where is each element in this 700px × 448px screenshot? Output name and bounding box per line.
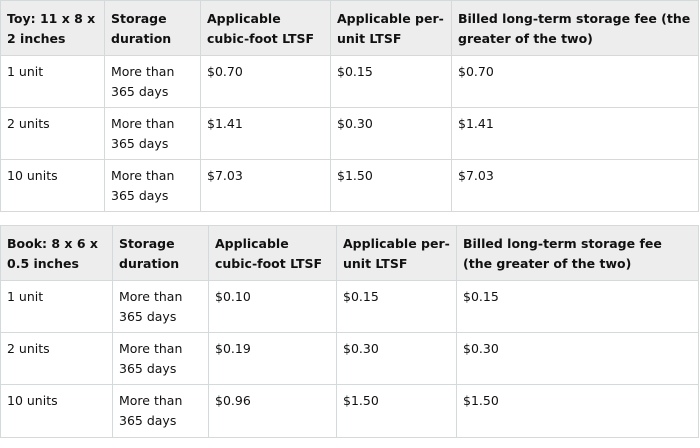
cell-per-unit-ltsf: $0.30	[330, 107, 452, 160]
column-header-cubic-foot-ltsf: Applicable cubic-foot LTSF	[208, 225, 337, 281]
cell-quantity: 10 units	[0, 159, 105, 212]
cell-per-unit-ltsf: $0.30	[336, 332, 457, 385]
book-fee-table: Book: 8 x 6 x 0.5 inches Storage duratio…	[0, 225, 699, 438]
cell-cubic-foot-ltsf: $0.96	[208, 384, 337, 438]
column-header-duration: Storage duration	[104, 0, 201, 56]
column-header-duration: Storage duration	[112, 225, 209, 281]
table-row: 2 units More than 365 days $1.41 $0.30 $…	[0, 107, 699, 160]
cell-quantity: 2 units	[0, 332, 113, 385]
cell-duration: More than 365 days	[104, 55, 201, 108]
toy-fee-table: Toy: 11 x 8 x 2 inches Storage duration …	[0, 0, 699, 212]
table-row: 10 units More than 365 days $7.03 $1.50 …	[0, 159, 699, 212]
cell-duration: More than 365 days	[104, 159, 201, 212]
cell-per-unit-ltsf: $1.50	[336, 384, 457, 438]
cell-billed-fee: $1.41	[451, 107, 699, 160]
cell-billed-fee: $0.70	[451, 55, 699, 108]
cell-quantity: 1 unit	[0, 55, 105, 108]
table-row: 10 units More than 365 days $0.96 $1.50 …	[0, 384, 699, 438]
table-header-row: Toy: 11 x 8 x 2 inches Storage duration …	[0, 0, 699, 56]
column-header-cubic-foot-ltsf: Applicable cubic-foot LTSF	[200, 0, 331, 56]
column-header-billed-fee: Billed long-term storage fee (the greate…	[451, 0, 699, 56]
column-header-per-unit-ltsf: Applicable per-unit LTSF	[330, 0, 452, 56]
cell-cubic-foot-ltsf: $1.41	[200, 107, 331, 160]
column-header-per-unit-ltsf: Applicable per-unit LTSF	[336, 225, 457, 281]
cell-cubic-foot-ltsf: $0.19	[208, 332, 337, 385]
table-header-row: Book: 8 x 6 x 0.5 inches Storage duratio…	[0, 225, 699, 281]
cell-quantity: 2 units	[0, 107, 105, 160]
table-row: 2 units More than 365 days $0.19 $0.30 $…	[0, 332, 699, 385]
cell-quantity: 1 unit	[0, 280, 113, 333]
cell-quantity: 10 units	[0, 384, 113, 438]
column-header-item: Book: 8 x 6 x 0.5 inches	[0, 225, 113, 281]
cell-cubic-foot-ltsf: $7.03	[200, 159, 331, 212]
cell-billed-fee: $0.15	[456, 280, 699, 333]
cell-billed-fee: $0.30	[456, 332, 699, 385]
cell-duration: More than 365 days	[112, 384, 209, 438]
cell-billed-fee: $7.03	[451, 159, 699, 212]
cell-per-unit-ltsf: $1.50	[330, 159, 452, 212]
table-row: 1 unit More than 365 days $0.10 $0.15 $0…	[0, 280, 699, 333]
cell-billed-fee: $1.50	[456, 384, 699, 438]
cell-duration: More than 365 days	[104, 107, 201, 160]
column-header-billed-fee: Billed long-term storage fee (the greate…	[456, 225, 699, 281]
table-row: 1 unit More than 365 days $0.70 $0.15 $0…	[0, 55, 699, 108]
cell-duration: More than 365 days	[112, 280, 209, 333]
column-header-item: Toy: 11 x 8 x 2 inches	[0, 0, 105, 56]
cell-duration: More than 365 days	[112, 332, 209, 385]
cell-cubic-foot-ltsf: $0.10	[208, 280, 337, 333]
cell-per-unit-ltsf: $0.15	[336, 280, 457, 333]
cell-cubic-foot-ltsf: $0.70	[200, 55, 331, 108]
cell-per-unit-ltsf: $0.15	[330, 55, 452, 108]
